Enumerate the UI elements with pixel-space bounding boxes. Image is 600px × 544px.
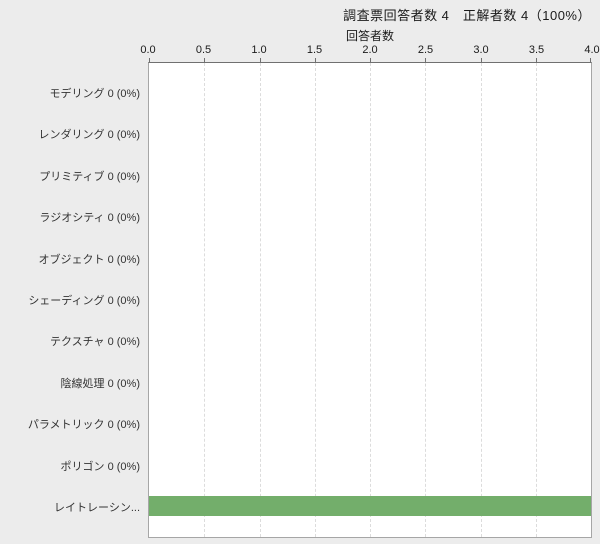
- gridline: [535, 63, 537, 537]
- x-axis-tick-mark: [425, 58, 427, 62]
- category-label-hidden-line: 陰線処理 0 (0%): [60, 377, 140, 390]
- category-label-raytracing: レイトレーシン...: [54, 502, 140, 515]
- x-axis-title: 回答者数: [345, 29, 394, 43]
- gridline: [425, 63, 427, 537]
- bar-row-object: [149, 238, 591, 279]
- y-axis-category-labels: モデリング 0 (0%) レンダリング 0 (0%) プリミティブ 0 (0%)…: [0, 62, 140, 538]
- category-label-shading: シェーディング 0 (0%): [28, 294, 140, 307]
- x-axis-tick-mark: [370, 58, 371, 62]
- x-tick-label: 3.5: [528, 44, 545, 56]
- category-label-object: オブジェクト 0 (0%): [38, 253, 140, 266]
- x-axis-tick-mark: [535, 58, 537, 62]
- x-tick-label: 1.0: [251, 44, 267, 56]
- chart-plot-area: [148, 58, 592, 538]
- x-axis-tick-mark: [589, 58, 591, 62]
- survey-summary-text: 調査票回答者数 4 正解者数 4（100%）: [343, 8, 591, 23]
- bar-row-hidden-line: [149, 362, 591, 403]
- bar-row-modeling: [149, 73, 591, 114]
- gridline: [204, 63, 206, 537]
- bar-rows: [149, 63, 591, 537]
- bar-row-rendering: [149, 114, 591, 155]
- gridline: [480, 63, 482, 537]
- x-tick-label: 0.0: [140, 44, 156, 56]
- bar-row-primitive: [149, 156, 591, 197]
- x-axis-tick-mark: [314, 58, 316, 62]
- x-tick-label: 1.5: [306, 44, 323, 56]
- bar-row-parametric: [149, 403, 591, 444]
- x-axis-tick-mark: [204, 58, 206, 62]
- x-tick-label: 0.5: [195, 44, 212, 56]
- x-axis-tick-mark: [149, 58, 150, 62]
- category-label-parametric: パラメトリック 0 (0%): [27, 419, 140, 432]
- gridline: [314, 63, 316, 537]
- x-axis-tick-mark: [480, 58, 482, 62]
- bar-row-polygon: [149, 444, 591, 485]
- bar-row-texture: [149, 321, 591, 362]
- category-label-primitive: プリミティブ 0 (0%): [39, 170, 140, 183]
- category-label-rendering: レンダリング 0 (0%): [38, 129, 140, 142]
- category-label-modeling: モデリング 0 (0%): [49, 87, 140, 100]
- x-tick-label: 3.0: [473, 44, 489, 56]
- gridline: [259, 63, 261, 537]
- x-tick-label: 2.5: [417, 44, 434, 56]
- x-tick-label: 4.0: [584, 44, 600, 56]
- bar-row-raytracing: [149, 486, 591, 527]
- category-label-texture: テクスチャ 0 (0%): [49, 336, 140, 349]
- bar-row-shading: [149, 279, 591, 320]
- x-tick-label: 2.0: [362, 44, 378, 56]
- x-axis-tick-labels: 0.0 0.5 1.0 1.5 2.0 2.5 3.0 3.5 4.0: [140, 44, 599, 58]
- raytracing-value-bar: [149, 496, 591, 517]
- gridline: [370, 63, 371, 537]
- category-label-polygon: ポリゴン 0 (0%): [60, 460, 140, 473]
- category-label-radiosity: ラジオシティ 0 (0%): [39, 212, 140, 225]
- bar-row-radiosity: [149, 197, 591, 238]
- x-axis-tick-mark: [259, 58, 261, 62]
